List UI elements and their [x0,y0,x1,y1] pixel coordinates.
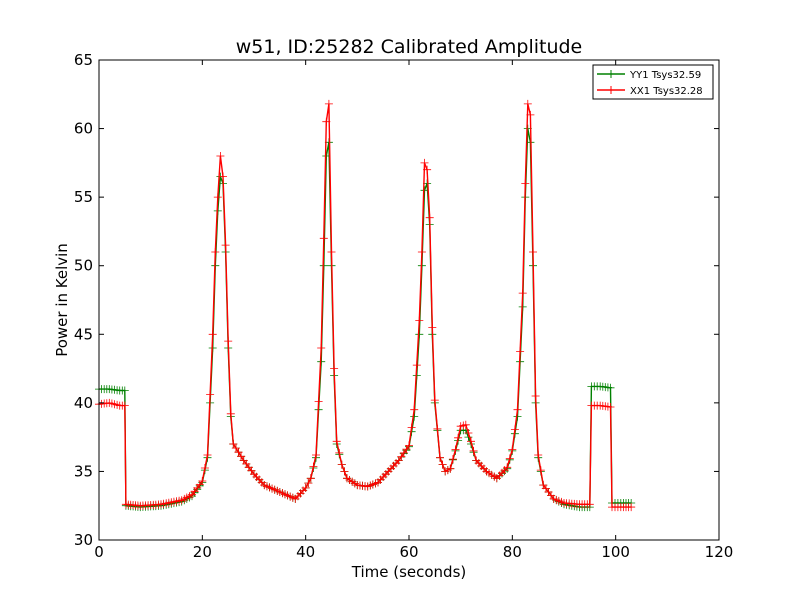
y-tick-label: 40 [74,394,93,412]
x-tick-label: 0 [94,543,104,561]
x-axis-label: Time (seconds) [351,563,467,581]
x-tick-label: 120 [705,543,734,561]
legend-marker [607,70,615,78]
legend-entry: XX1 Tsys32.28 [597,86,703,97]
x-tick-label: 40 [296,543,315,561]
legend-marker [607,86,615,94]
legend-label: XX1 Tsys32.28 [630,86,703,97]
y-tick-label: 55 [74,188,93,206]
x-tick-label: 60 [399,543,418,561]
y-tick-label: 50 [74,257,93,275]
legend-box [592,64,714,100]
y-axis: 30 35 40 45 50 55 60 65 [74,51,719,549]
y-tick-label: 30 [74,531,93,549]
y-tick-label: 45 [74,325,93,343]
plot-area [99,60,719,540]
x-axis: 0 20 40 60 80 100 120 [94,60,733,561]
legend: YY1 Tsys32.59 XX1 Tsys32.28 [592,64,714,100]
y-tick-label: 65 [74,51,93,69]
legend-label: YY1 Tsys32.59 [629,70,701,81]
x-tick-label: 80 [503,543,522,561]
chart-title: w51, ID:25282 Calibrated Amplitude [236,36,583,58]
x-tick-label: 20 [193,543,212,561]
y-axis-label: Power in Kelvin [53,243,71,357]
legend-entry: YY1 Tsys32.59 [597,70,701,81]
x-tick-label: 100 [601,543,630,561]
y-tick-label: 60 [74,120,93,138]
y-tick-label: 35 [74,462,93,480]
